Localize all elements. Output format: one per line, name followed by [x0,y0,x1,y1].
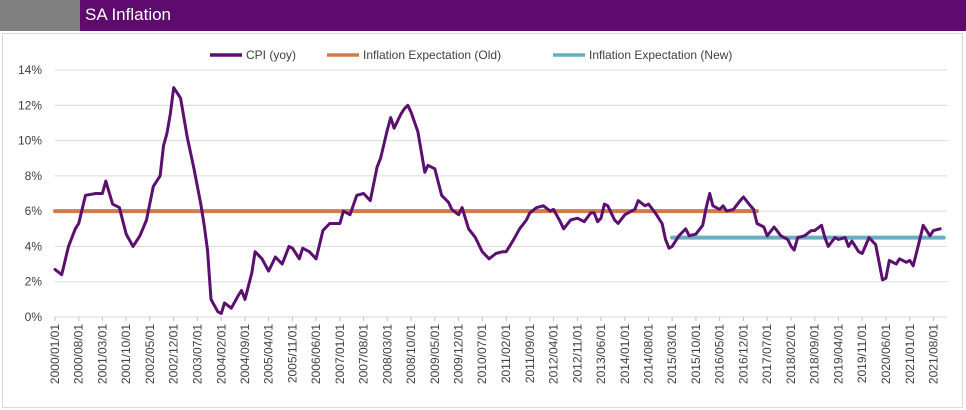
x-tick-label: 2007/01/01 [333,324,347,384]
y-tick-label: 0% [25,310,43,324]
y-tick-label: 6% [25,204,43,218]
x-tick-label: 2020/06/01 [879,324,893,384]
x-tick-label: 2018/09/01 [808,324,822,384]
x-tick-label: 2007/08/01 [357,324,371,384]
x-tick-label: 2000/01/01 [48,324,62,384]
x-tick-label: 2016/05/01 [713,324,727,384]
y-tick-label: 14% [18,63,42,77]
x-tick-label: 2000/08/01 [72,324,86,384]
x-tick-label: 2001/10/01 [119,324,133,384]
x-tick-label: 2021/08/01 [926,324,940,384]
x-tick-label: 2008/10/01 [404,324,418,384]
x-tick-label: 2008/03/01 [380,324,394,384]
y-tick-label: 4% [25,239,43,253]
x-tick-label: 2003/07/01 [190,324,204,384]
header-logo-block [0,0,80,31]
x-tick-label: 2005/04/01 [262,324,276,384]
legend-label-2: Inflation Expectation (New) [589,48,732,62]
legend-label-0: CPI (yoy) [246,48,296,62]
x-tick-label: 2010/07/01 [475,324,489,384]
legend-label-1: Inflation Expectation (Old) [363,48,501,62]
x-tick-label: 2002/12/01 [167,324,181,384]
x-tick-label: 2001/03/01 [95,324,109,384]
x-tick-label: 2018/02/01 [784,324,798,384]
y-tick-label: 12% [18,98,42,112]
x-tick-label: 2011/09/01 [523,324,537,383]
x-tick-label: 2009/05/01 [428,324,442,384]
x-tick-label: 2012/04/01 [547,324,561,384]
y-tick-label: 10% [18,134,42,148]
legend: CPI (yoy) Inflation Expectation (Old) Infl… [210,48,732,62]
x-tick-label: 2019/04/01 [831,324,845,384]
header-bar [0,0,966,31]
x-tick-label: 2004/02/01 [214,324,228,384]
x-tick-label: 2013/06/01 [594,324,608,384]
x-tick-label: 2014/01/01 [618,324,632,384]
page-title: SA Inflation [85,5,172,24]
x-tick-label: 2004/09/01 [238,324,252,384]
x-tick-label: 2011/02/01 [499,324,513,383]
grid-lines [55,69,947,318]
x-tick-label: 2017/07/01 [760,324,774,384]
x-tick-label: 2015/10/01 [689,324,703,384]
x-tick-label: 2012/11/01 [570,324,584,383]
y-tick-label: 8% [25,169,43,183]
x-tick-label: 2019/11/01 [855,324,869,383]
x-tick-label: 2006/06/01 [309,324,323,384]
y-axis-ticks: 0% 2% 4% 6% 8% 10% 12% 14% [18,63,42,324]
x-tick-label: 2021/01/01 [903,324,917,384]
x-tick-label: 2002/05/01 [143,324,157,384]
x-tick-label: 2015/03/01 [665,324,679,384]
x-tick-label: 2009/12/01 [452,324,466,384]
x-tick-label: 2005/11/01 [285,324,299,383]
y-tick-label: 2% [25,275,43,289]
series-line-0 [53,86,942,315]
x-tick-label: 2016/12/01 [737,324,751,384]
chart-frame [2,33,963,408]
x-tick-label: 2014/08/01 [641,324,655,384]
x-axis-ticks: 2000/01/01 2000/08/01 2001/03/01 2001/10/01… [48,317,940,384]
series-lines [53,86,946,315]
